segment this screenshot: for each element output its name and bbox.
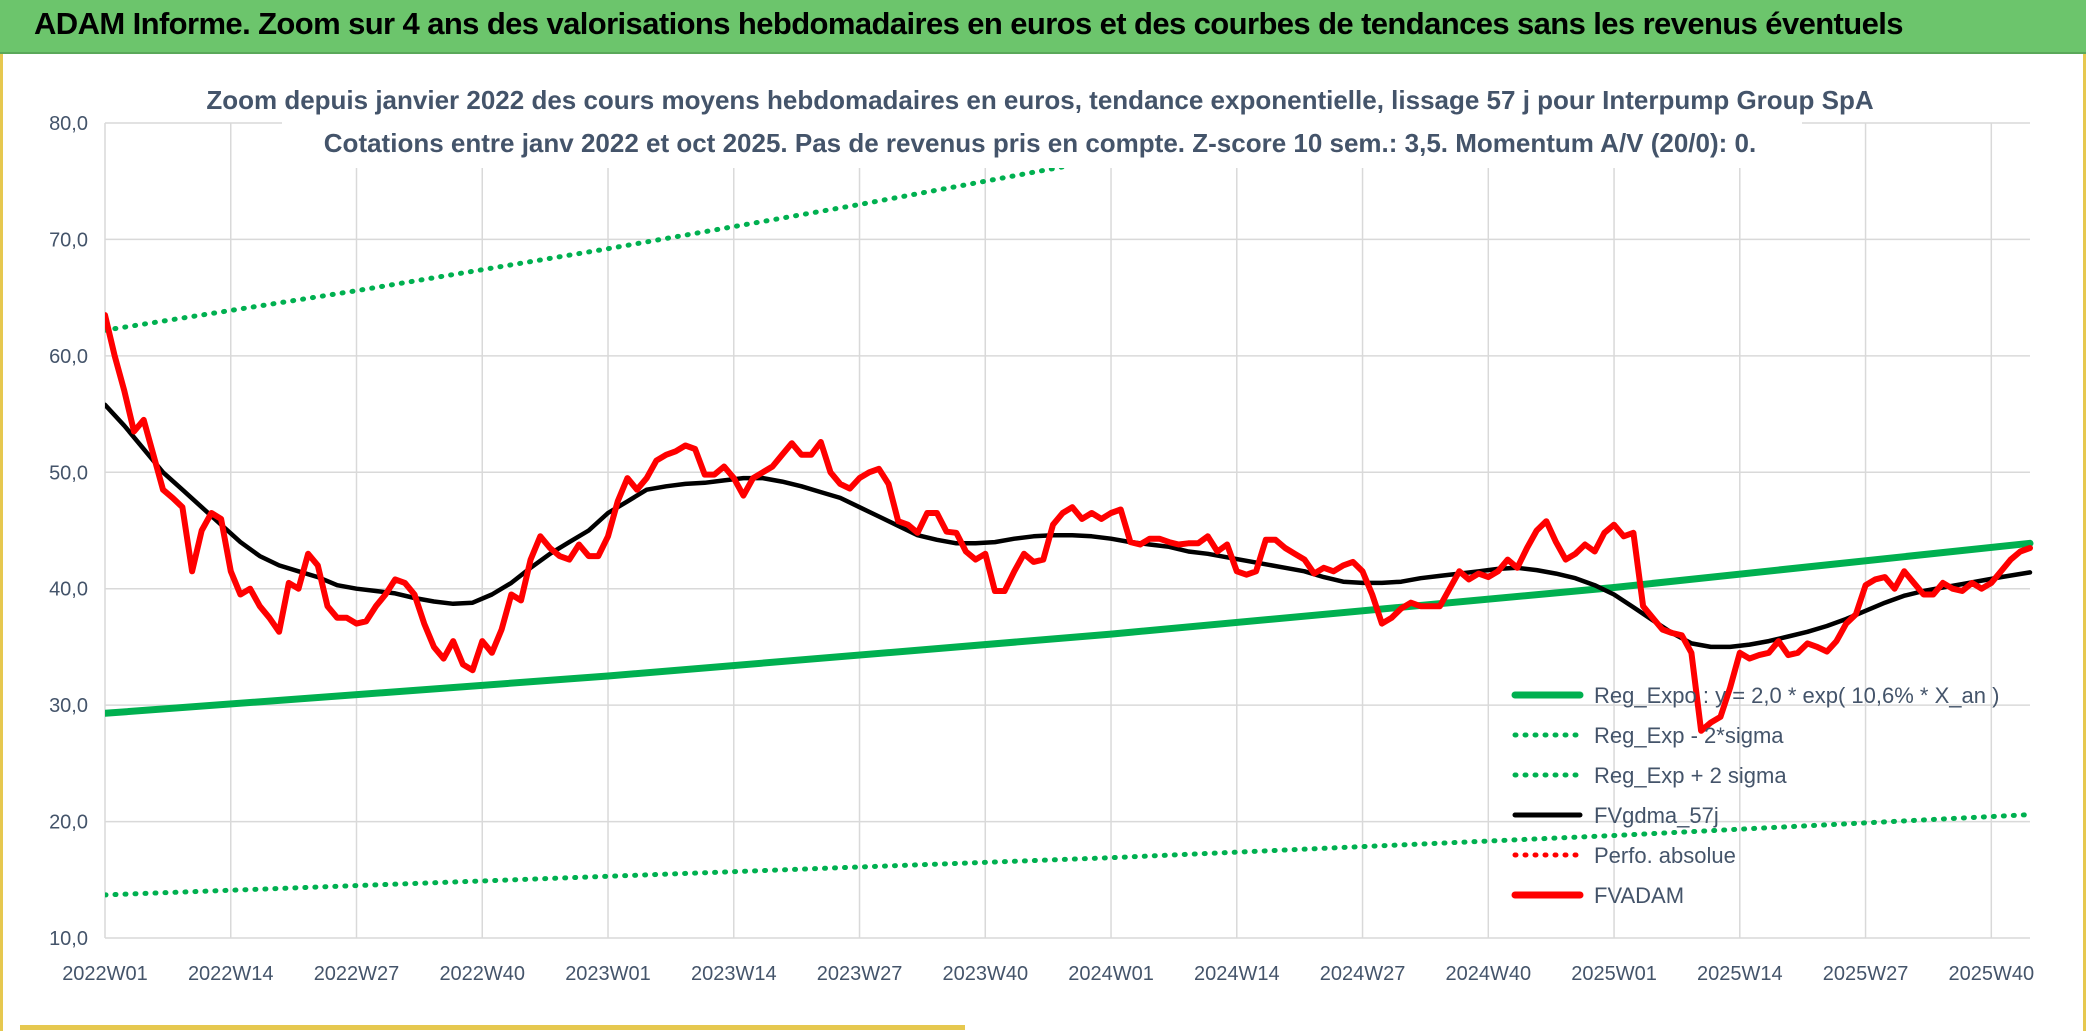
x-tick-label: 2022W27 xyxy=(314,963,400,985)
x-tick-label: 2025W27 xyxy=(1823,963,1909,985)
y-tick-label: 50,0 xyxy=(49,462,88,484)
x-tick-label: 2025W40 xyxy=(1948,963,2034,985)
x-tick-label: 2023W14 xyxy=(691,963,777,985)
x-tick-label: 2024W27 xyxy=(1320,963,1406,985)
y-tick-label: 80,0 xyxy=(49,113,88,135)
x-tick-label: 2024W14 xyxy=(1194,963,1280,985)
title-backdrop xyxy=(282,76,1802,168)
y-tick-label: 60,0 xyxy=(49,346,88,368)
x-tick-label: 2024W40 xyxy=(1445,963,1531,985)
legend-label: Reg_Exp + 2 sigma xyxy=(1594,763,1787,788)
chart-container xyxy=(0,54,2086,1031)
legend-reg-expo: Reg_Expo : y = 2,0 * exp( 10,6% * X_an ) xyxy=(1511,683,1999,708)
x-tick-label: 2022W14 xyxy=(188,963,274,985)
y-tick-label: 20,0 xyxy=(49,812,88,834)
x-tick-label: 2025W14 xyxy=(1697,963,1783,985)
series-reg-minus-2sigma-line xyxy=(105,812,2033,898)
x-tick-label: 2022W40 xyxy=(439,963,525,985)
legend-reg-minus-2sigma: Reg_Exp - 2*sigma xyxy=(1512,723,1784,748)
series-fvadam-line xyxy=(105,312,2033,734)
legend-label: Perfo. absolue xyxy=(1594,843,1736,868)
series-reg-expo-line xyxy=(105,539,2034,717)
legend-label: FVgdma_57j xyxy=(1594,803,1719,828)
x-tick-label: 2025W01 xyxy=(1571,963,1657,985)
x-axis-tick-labels: 2022W01 2022W14 2022W27 2022W40 2023W01 2023W… xyxy=(62,963,2034,985)
chart-subtitle: Cotations entre janv 2022 et oct 2025. P… xyxy=(324,128,1756,158)
y-tick-label: 40,0 xyxy=(49,579,88,601)
bottom-rule xyxy=(20,1025,965,1030)
y-tick-label: 70,0 xyxy=(49,229,88,251)
legend-reg-plus-2sigma: Reg_Exp + 2 sigma xyxy=(1512,763,1787,788)
legend-fvadam: FVADAM xyxy=(1511,883,1684,908)
y-tick-label: 10,0 xyxy=(49,928,88,950)
legend-label: Reg_Expo : y = 2,0 * exp( 10,6% * X_an ) xyxy=(1594,683,1999,708)
x-tick-label: 2023W01 xyxy=(565,963,651,985)
chart-legend: Reg_Expo : y = 2,0 * exp( 10,6% * X_an )… xyxy=(1511,683,1999,908)
series-fvgdma-line xyxy=(105,402,2033,650)
x-tick-label: 2024W01 xyxy=(1068,963,1154,985)
chart-title: Zoom depuis janvier 2022 des cours moyen… xyxy=(206,85,1874,115)
legend-perfo-absolue: Perfo. absolue xyxy=(1512,843,1736,868)
legend-label: Reg_Exp - 2*sigma xyxy=(1594,723,1784,748)
legend-label: FVADAM xyxy=(1594,883,1684,908)
report-banner: ADAM Informe. Zoom sur 4 ans des valoris… xyxy=(0,0,2086,54)
x-tick-label: 2023W27 xyxy=(817,963,903,985)
x-tick-label: 2023W40 xyxy=(942,963,1028,985)
grid-lines xyxy=(104,122,2030,939)
y-tick-label: 30,0 xyxy=(49,695,88,717)
banner-title: ADAM Informe. Zoom sur 4 ans des valoris… xyxy=(34,6,1904,41)
y-axis-tick-labels: 10,0 20,0 30,0 40,0 50,0 60,0 70,0 80,0 xyxy=(49,113,88,950)
legend-fvgdma: FVgdma_57j xyxy=(1512,803,1719,828)
x-tick-label: 2022W01 xyxy=(62,963,148,985)
